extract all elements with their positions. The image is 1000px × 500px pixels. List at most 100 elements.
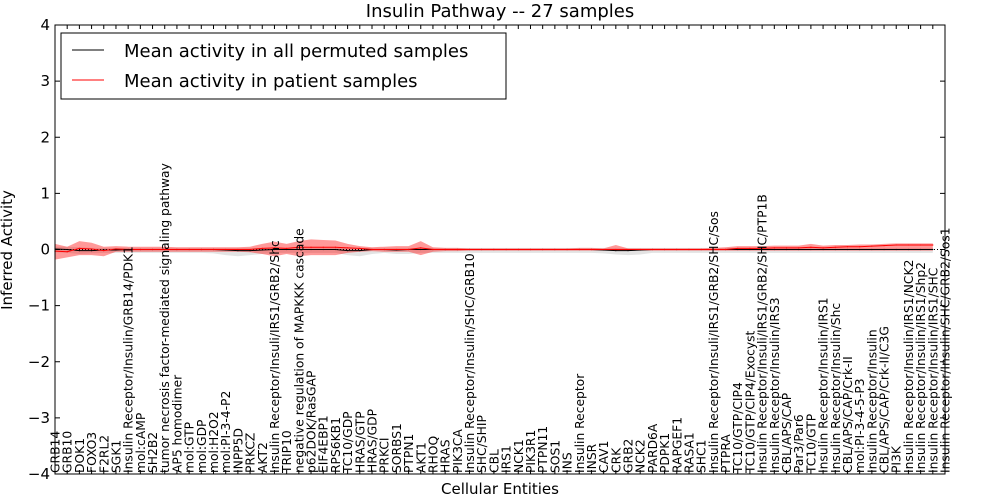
x-tick-label: IRS1 <box>500 445 514 473</box>
data-point-patient <box>66 251 68 253</box>
data-point-patient <box>188 248 190 251</box>
legend-box <box>60 32 507 100</box>
data-point-patient <box>334 246 337 248</box>
data-point-patient <box>468 248 471 251</box>
data-point-permuted <box>798 248 800 251</box>
data-point-patient <box>505 248 507 251</box>
data-point-permuted <box>90 250 93 252</box>
x-tick-label: HRAS/GDP <box>365 409 379 473</box>
x-tick-label: HRAS/GTP <box>353 411 367 473</box>
data-point-patient <box>481 248 483 251</box>
data-point-permuted <box>249 250 251 252</box>
data-point-patient <box>810 246 812 248</box>
y-axis-label: Inferred Activity <box>0 190 16 310</box>
data-point-patient <box>688 248 690 251</box>
x-tick-label: CBL/APS/CAP/Crk-II <box>841 356 855 473</box>
x-tick-label: TC10/GTP/CIP4 <box>731 382 745 474</box>
x-tick-label: PRKCI <box>378 437 392 473</box>
chart-title: Insulin Pathway -- 27 samples <box>366 1 634 22</box>
x-tick-label: negative regulation of MAPKKK cascade <box>292 228 306 473</box>
data-point-patient <box>237 248 239 251</box>
x-tick-label: mol:H2O2 <box>207 411 221 473</box>
x-tick-label: Insulin Receptor/Insulin/IRS1/SHC <box>926 268 940 473</box>
data-point-patient <box>529 248 532 251</box>
plot-area: −4 −3 −2 −1 0 1 2 3 4 GRB14GRB10DOK1FOXO3F2RL2SGK… <box>28 16 953 483</box>
data-point-permuted <box>615 250 617 252</box>
data-point-permuted <box>115 249 117 251</box>
data-point-patient <box>78 247 80 249</box>
x-tick-label: GRB10 <box>61 431 75 473</box>
data-point-permuted <box>334 248 337 251</box>
x-tick-label: SORBS1 <box>390 423 404 473</box>
x-tick-label: Insulin Receptor <box>573 373 587 473</box>
data-point-permuted <box>627 250 629 252</box>
x-tick-label: CBL/APS/CAP/Crk-II/C3G <box>878 326 892 473</box>
x-tick-label: CBL <box>487 449 501 473</box>
data-point-permuted <box>871 248 873 251</box>
data-point-patient <box>164 248 166 251</box>
x-tick-label: AP5 homodimer <box>170 374 184 473</box>
x-tick-label: PTPRA <box>719 434 733 473</box>
x-tick-label: SHC/SHIP <box>475 415 489 473</box>
data-point-patient <box>347 247 349 249</box>
data-point-patient <box>871 245 873 247</box>
data-point-permuted <box>846 248 849 251</box>
x-tick-label: SHC1 <box>695 440 709 473</box>
x-tick-label: CAV1 <box>597 441 611 473</box>
x-tick-label: Insulin Receptor/Insulin/IRS1/Shp2 <box>914 262 928 473</box>
x-tick-label: mol:GDP <box>195 420 209 473</box>
series-points-patient <box>54 244 934 253</box>
x-tick-label: Insulin Receptor/Insuli/IRS1/GRB2/SHC/So… <box>707 211 721 473</box>
data-point-permuted <box>834 248 836 251</box>
legend-label-permuted: Mean activity in all permuted samples <box>124 41 468 62</box>
data-point-patient <box>456 248 458 251</box>
x-tick-label: PRKCZ <box>244 433 258 473</box>
data-point-permuted <box>347 250 349 252</box>
data-point-patient <box>639 248 641 251</box>
x-tick-label: RHOQ <box>426 436 440 473</box>
y-tick-label: 2 <box>40 128 50 146</box>
data-point-patient <box>773 247 775 249</box>
data-point-permuted <box>286 248 288 251</box>
x-tick-label: RPS6KB1 <box>329 417 343 473</box>
x-tick-label: GRB14 <box>49 431 63 473</box>
data-point-patient <box>785 247 788 249</box>
data-point-permuted <box>907 248 910 251</box>
data-point-permuted <box>920 248 922 251</box>
data-point-patient <box>371 248 373 251</box>
data-point-permuted <box>66 248 68 251</box>
data-point-patient <box>176 248 178 251</box>
y-tick-label: −2 <box>28 353 50 371</box>
y-tick-label: 4 <box>40 16 50 34</box>
x-tick-label: Insulin Receptor/Insulin/IRS1/NCK2 <box>902 260 916 473</box>
x-tick-label: NCK1 <box>512 439 526 473</box>
data-point-permuted <box>78 250 80 252</box>
x-tick-label: mol:GTP <box>183 422 197 473</box>
data-point-patient <box>298 246 300 248</box>
y-tick-label: −4 <box>28 465 50 483</box>
data-point-permuted <box>895 248 897 251</box>
data-point-patient <box>822 247 824 249</box>
data-point-permuted <box>785 248 788 251</box>
data-point-patient <box>651 248 654 251</box>
x-tick-label: Insulin Receptor/Insulin/IRS3 <box>768 297 782 473</box>
data-point-patient <box>225 248 227 251</box>
x-tick-label: GRB2 <box>622 439 636 473</box>
data-point-patient <box>578 248 580 251</box>
data-point-patient <box>798 247 800 249</box>
x-axis-label: Cellular Entities <box>441 480 559 498</box>
x-tick-label: RASA1 <box>682 432 696 473</box>
x-tick-label: CBL/APS/CAP <box>780 393 794 473</box>
data-point-patient <box>151 248 154 251</box>
x-tick-label: AKT1 <box>414 442 428 473</box>
data-point-patient <box>724 248 727 251</box>
data-point-patient <box>359 247 361 249</box>
x-tick-label: INPP5D <box>231 428 245 473</box>
data-point-patient <box>517 248 519 251</box>
data-point-permuted <box>237 250 239 252</box>
x-tick-label: F2RL2 <box>97 435 111 473</box>
data-point-patient <box>590 248 593 251</box>
data-point-patient <box>566 248 568 251</box>
x-tick-label: EIF4EBP1 <box>317 415 331 473</box>
